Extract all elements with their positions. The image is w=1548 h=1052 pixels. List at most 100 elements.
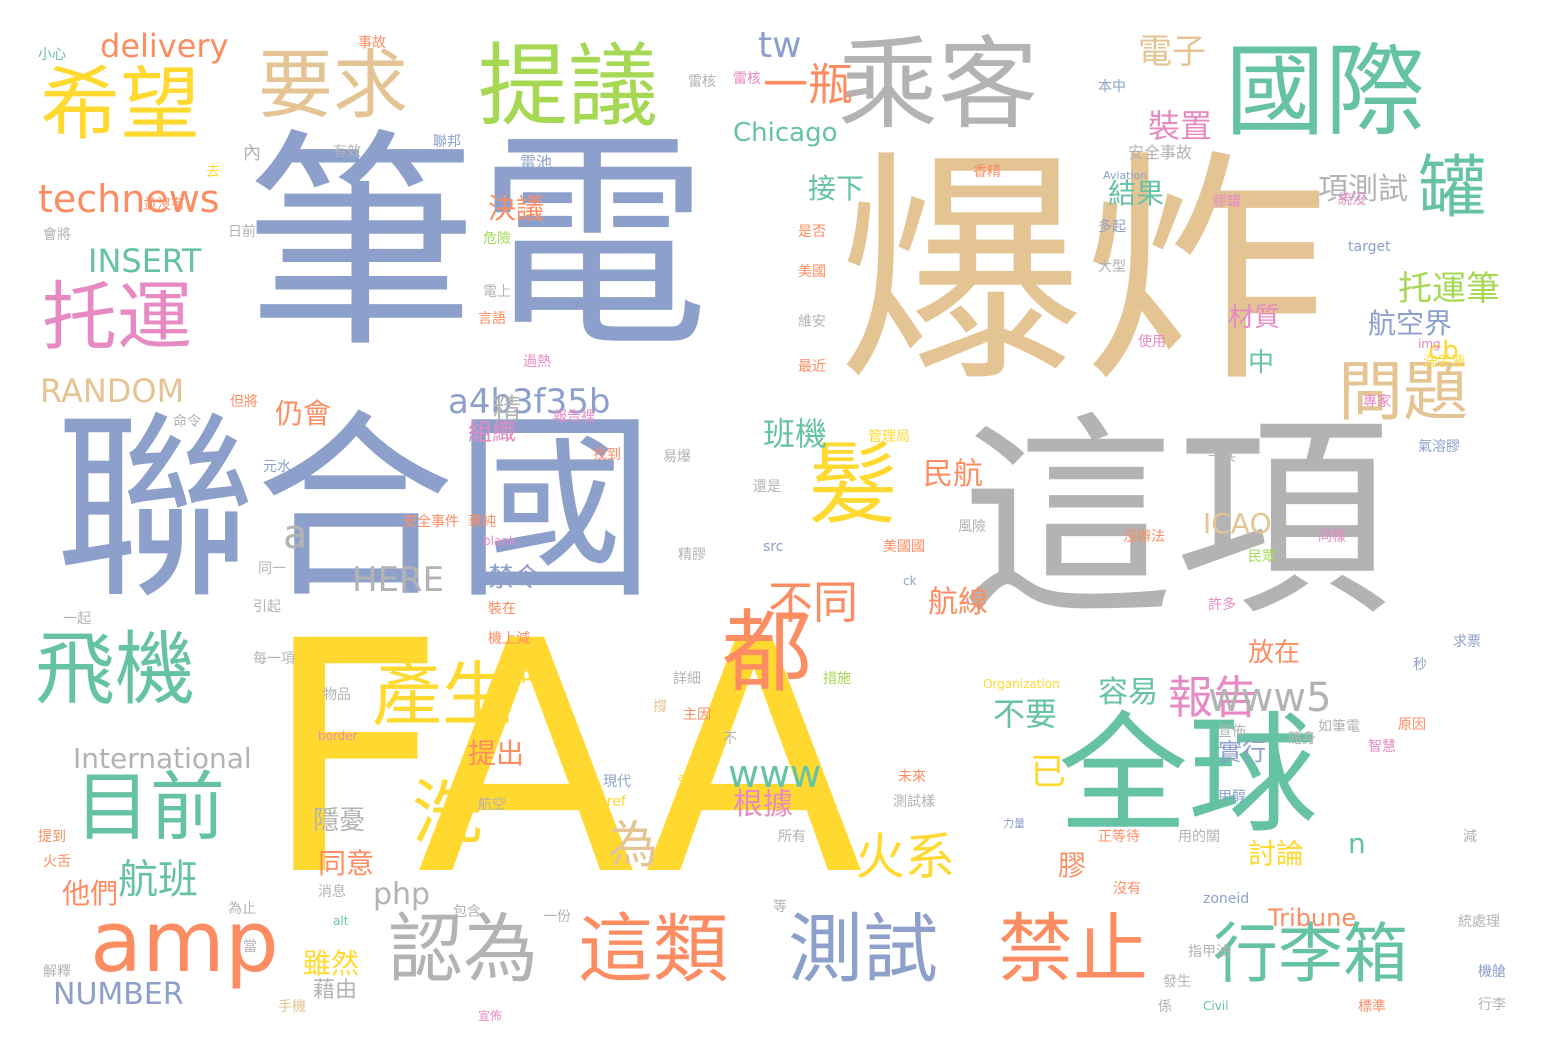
cloud-word: avw <box>678 771 701 784</box>
cloud-word: 但將 <box>230 394 258 410</box>
cloud-word: 問題 <box>1338 355 1469 430</box>
cloud-word: 最近 <box>798 359 826 375</box>
cloud-word: 維安 <box>798 314 826 330</box>
cloud-word: 希望 <box>40 58 200 151</box>
cloud-word: target <box>1348 239 1391 255</box>
cloud-word: 係 <box>1158 999 1172 1015</box>
cloud-word: 事故 <box>358 35 386 51</box>
cloud-word: 航空 <box>478 797 506 813</box>
cloud-word: 討論 <box>1248 837 1305 870</box>
cloud-word: 這項 <box>960 394 1390 645</box>
cloud-word: 找到 <box>593 447 621 463</box>
cloud-word: 禁止 <box>998 905 1149 993</box>
cloud-word: 髮 <box>808 432 898 537</box>
cloud-word: amp <box>90 893 279 992</box>
cloud-word: 結果 <box>1108 177 1165 210</box>
cloud-word: 機上減 <box>488 631 530 647</box>
cloud-word: 美國國 <box>883 539 925 555</box>
cloud-word: 航線 <box>928 585 988 620</box>
cloud-word: 風險 <box>958 519 986 535</box>
cloud-word: 隱憂 <box>313 806 366 836</box>
cloud-word: 雷核 <box>688 74 716 90</box>
cloud-word: 力量 <box>1003 817 1025 830</box>
cloud-word: 還是 <box>753 479 781 495</box>
cloud-word: 電池 <box>520 153 553 172</box>
cloud-word: 減 <box>1463 829 1477 845</box>
cloud-word: 膠罐 <box>1213 194 1241 210</box>
cloud-word: 航空界 <box>1368 307 1453 340</box>
cloud-word: 他們 <box>62 877 119 910</box>
cloud-word: 藉由 <box>313 978 358 1003</box>
cloud-word: 電上 <box>483 284 511 300</box>
cloud-word: 一起 <box>63 611 91 627</box>
cloud-word: 消息 <box>318 884 346 900</box>
cloud-word: FAA <box>262 574 864 946</box>
cloud-word: 聯邦 <box>433 134 461 150</box>
cloud-word: 大型 <box>1098 259 1126 275</box>
cloud-word: 物品 <box>323 687 351 703</box>
cloud-word: RANDOM <box>40 372 185 410</box>
cloud-word: border <box>318 729 358 743</box>
cloud-word: 美國 <box>798 264 826 280</box>
cloud-word: 提到 <box>38 829 66 845</box>
cloud-word: 統沒 <box>1338 192 1366 208</box>
cloud-word: a <box>283 512 308 558</box>
cloud-word: 危險 <box>483 231 511 247</box>
cloud-word: 沒辦法 <box>1123 529 1165 545</box>
cloud-word: 機艙 <box>1478 964 1506 980</box>
cloud-word: 秒 <box>1413 657 1427 673</box>
cloud-word: 為止 <box>228 901 256 917</box>
cloud-word: 一共 <box>1208 449 1236 465</box>
cloud-word: 一份 <box>543 909 571 925</box>
cloud-word: 民眾 <box>1248 549 1276 565</box>
cloud-word: technews <box>38 177 220 221</box>
cloud-word: n <box>1348 827 1366 860</box>
cloud-word: 精 <box>493 392 522 425</box>
cloud-word: img <box>1418 337 1441 351</box>
cloud-word: 有效 <box>333 144 361 160</box>
cloud-word: 本中 <box>1098 79 1126 95</box>
cloud-word: 會將 <box>43 227 71 243</box>
cloud-word: 解釋 <box>43 964 71 980</box>
cloud-word: 包含 <box>453 904 481 920</box>
cloud-word: 手機 <box>278 999 306 1015</box>
cloud-word: ck <box>903 574 917 588</box>
cloud-word: 當 <box>243 939 257 955</box>
cloud-word: 標準 <box>1358 999 1386 1015</box>
cloud-word: 沒有 <box>1113 881 1141 897</box>
cloud-word: 過熱 <box>523 354 551 370</box>
cloud-word: 爆炸 <box>838 130 1328 415</box>
cloud-word: 筆電 <box>245 109 710 379</box>
cloud-word: 容易 <box>1098 675 1158 710</box>
cloud-word: 並沒有 <box>143 197 185 213</box>
cloud-word: 正等待 <box>1098 829 1140 845</box>
cloud-word: 內 <box>243 143 261 164</box>
cloud-word: blank <box>483 534 516 548</box>
cloud-word: 等 <box>773 899 787 915</box>
cloud-word: 都 <box>722 600 812 705</box>
cloud-word: 行李箱 <box>1213 917 1409 992</box>
cloud-word: 未來 <box>898 769 926 785</box>
cloud-word: 放在 <box>1248 638 1301 668</box>
cloud-word: 同意 <box>318 847 375 880</box>
cloud-word: 已 <box>1030 752 1067 793</box>
cloud-word: 火舌 <box>43 854 71 870</box>
cloud-word: www <box>728 752 822 796</box>
cloud-word: Aviation <box>1103 169 1148 182</box>
cloud-word: 禁令 <box>488 563 541 593</box>
cloud-word: 航班 <box>118 857 198 903</box>
cloud-word: 安全事故 <box>1128 143 1193 162</box>
cloud-word: alt <box>333 914 349 928</box>
cloud-word: 氣溶膠 <box>1418 439 1460 455</box>
cloud-word: 宣佈 <box>1218 724 1246 740</box>
cloud-word: 決議 <box>488 192 545 225</box>
cloud-word: 洗手液 <box>1423 354 1465 370</box>
cloud-word: 安全事件 <box>403 514 459 530</box>
cloud-word: php <box>373 877 431 912</box>
cloud-word: 隨身 <box>1288 731 1316 747</box>
cloud-word: a4b3f35b <box>448 382 611 422</box>
cloud-word: zoneid <box>1203 891 1250 907</box>
cloud-word: 目前 <box>75 763 226 851</box>
